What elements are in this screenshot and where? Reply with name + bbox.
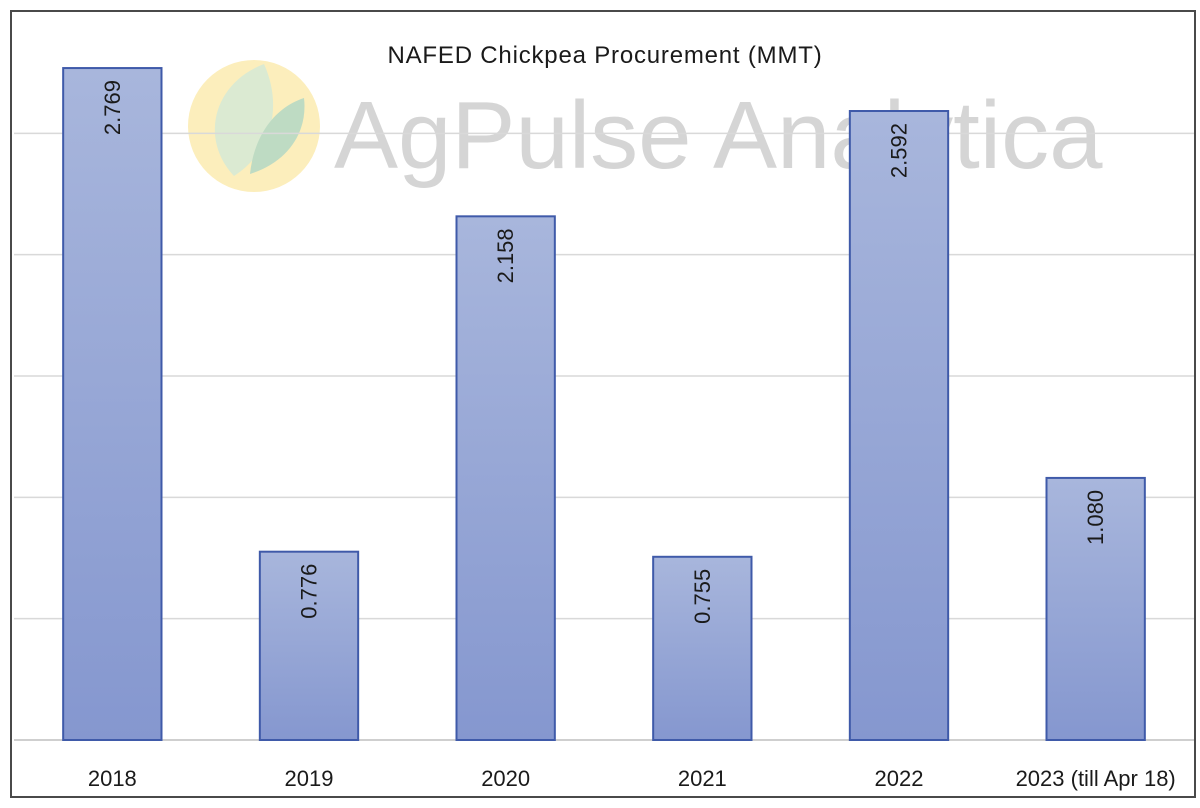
- data-label: 0.755: [690, 569, 715, 624]
- data-label: 2.158: [493, 228, 518, 283]
- data-label: 0.776: [297, 564, 322, 619]
- bar-2019: [258, 550, 360, 741]
- x-tick-label: 2022: [875, 766, 924, 791]
- bar-chart: AgPulse Analytica 2.7690.7762.1580.7552.…: [14, 42, 1194, 791]
- x-tick-labels: 2018 2019 2020 2021 2022 2023 (till Apr 18): [88, 766, 1176, 791]
- bars: [62, 67, 1146, 742]
- x-tick-label: 2023 (till Apr 18): [1016, 766, 1176, 791]
- x-tick-label: 2021: [678, 766, 727, 791]
- bar-2023: [1045, 476, 1146, 741]
- data-label: 2.769: [100, 80, 125, 135]
- data-label: 1.080: [1083, 490, 1108, 545]
- x-tick-label: 2018: [88, 766, 137, 791]
- bar-2018: [62, 67, 163, 741]
- bar-2021: [652, 555, 753, 742]
- bar-2020: [455, 215, 556, 742]
- data-labels: 2.769 0.776 2.158 0.755 2.592 1.080: [100, 80, 1108, 624]
- watermark-text: AgPulse Analytica: [334, 82, 1103, 189]
- chart-title: NAFED Chickpea Procurement (MMT): [387, 42, 822, 69]
- gridlines: [14, 132, 1194, 741]
- x-tick-label: 2020: [481, 766, 530, 791]
- chart-frame: AgPulse Analytica 2.769 0.776 2.158 0.755 2.…: [10, 10, 1196, 798]
- watermark: AgPulse Analytica: [188, 60, 1103, 192]
- watermark-leaf-icon-2: [250, 98, 305, 174]
- data-label: 2.592: [887, 123, 912, 178]
- x-tick-label: 2019: [285, 766, 334, 791]
- bar-2022: [848, 110, 950, 742]
